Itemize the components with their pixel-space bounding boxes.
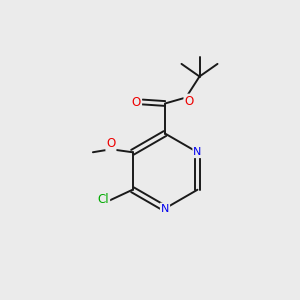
Text: Cl: Cl: [98, 193, 109, 206]
Text: N: N: [193, 147, 202, 157]
Text: N: N: [161, 203, 169, 214]
Text: O: O: [106, 137, 116, 150]
Text: O: O: [132, 95, 141, 109]
Text: O: O: [184, 94, 194, 108]
